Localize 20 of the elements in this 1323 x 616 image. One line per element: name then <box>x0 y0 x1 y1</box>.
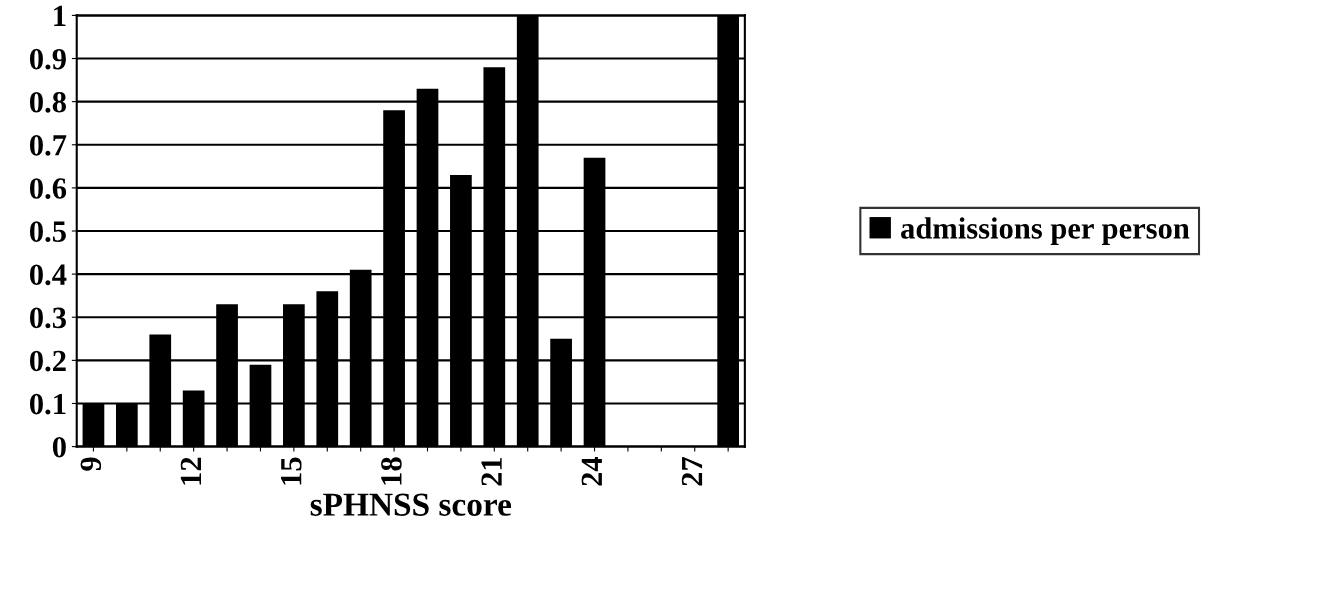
x-tick-label: 27 <box>681 457 703 486</box>
y-tick-label: 0.1 <box>29 393 66 415</box>
x-tick-label: 15 <box>281 457 302 485</box>
x-tick-label: 24 <box>581 456 602 486</box>
y-tick-label: 0.5 <box>29 221 66 243</box>
y-tick-label: 0 <box>52 436 66 458</box>
legend-label: admissions per person <box>901 217 1190 245</box>
x-axis-title: sPHNSS score <box>310 493 512 516</box>
y-tick-label: 0.6 <box>29 178 67 199</box>
y-tick-label: 1 <box>54 5 66 26</box>
y-tick-label: 0.2 <box>29 350 66 372</box>
y-tick-label: 0.8 <box>29 91 66 113</box>
y-tick-label: 0.9 <box>29 48 66 70</box>
x-tick-label: 9 <box>80 457 102 471</box>
x-tick-label: 21 <box>481 457 502 486</box>
x-tick-label: 12 <box>180 457 201 485</box>
y-tick-label: 0.3 <box>29 307 66 329</box>
y-tick-label: 0.7 <box>29 135 67 156</box>
y-tick-label: 0.4 <box>29 264 67 286</box>
x-tick-label: 18 <box>381 457 402 485</box>
